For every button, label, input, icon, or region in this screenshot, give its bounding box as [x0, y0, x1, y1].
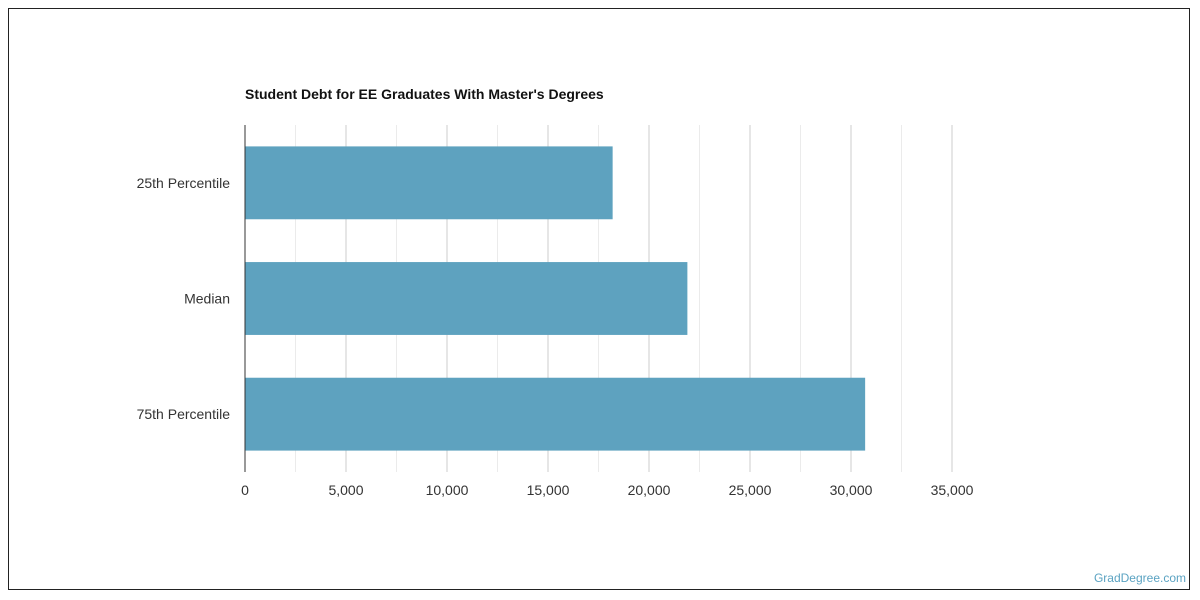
x-tick-label: 20,000 — [628, 482, 671, 498]
category-label: Median — [184, 291, 230, 307]
x-tick-label: 25,000 — [729, 482, 772, 498]
category-label: 25th Percentile — [137, 175, 231, 191]
chart-title: Student Debt for EE Graduates With Maste… — [245, 86, 604, 102]
x-tick-label: 30,000 — [830, 482, 873, 498]
x-tick-label: 10,000 — [426, 482, 469, 498]
bar-median[interactable] — [245, 262, 688, 335]
bar-25th-percentile[interactable] — [245, 146, 613, 220]
x-tick-label: 15,000 — [527, 482, 570, 498]
x-tick-label: 5,000 — [328, 482, 363, 498]
x-tick-label: 35,000 — [931, 482, 974, 498]
watermark-link[interactable]: GradDegree.com — [1093, 571, 1186, 585]
x-tick-label: 0 — [241, 482, 249, 498]
bars — [245, 146, 866, 451]
category-label: 75th Percentile — [137, 406, 231, 422]
tick-labels: 25th Percentile Median 75th Percentile 0 5,0… — [137, 175, 974, 498]
bar-75th-percentile[interactable] — [245, 377, 866, 451]
